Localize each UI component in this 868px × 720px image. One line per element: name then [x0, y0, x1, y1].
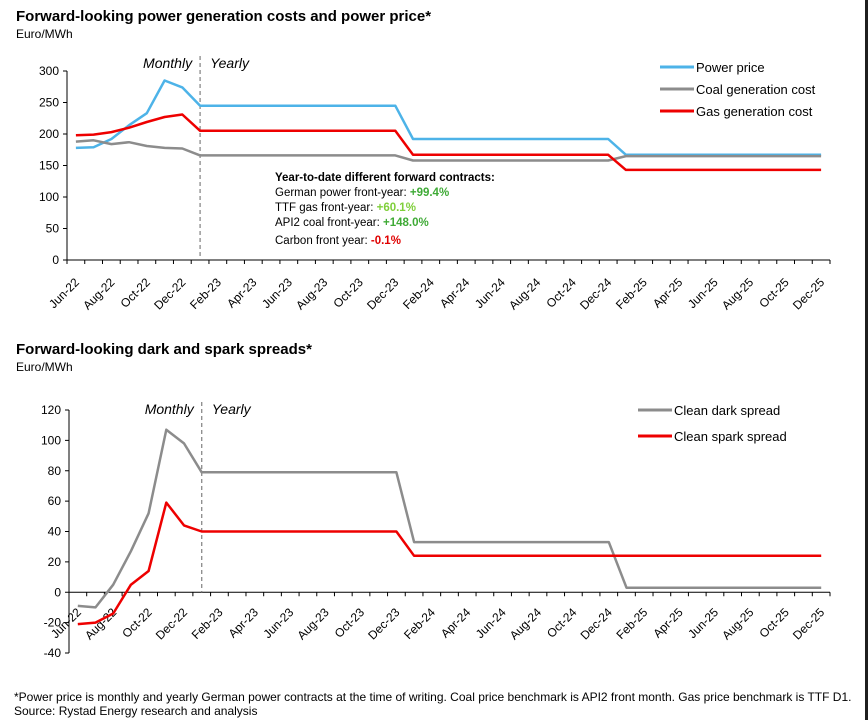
x-tick-label: Apr-23 — [224, 275, 260, 311]
x-tick-label: Apr-23 — [226, 605, 262, 641]
legend-label-1: Clean dark spread — [674, 403, 780, 418]
x-tick-label: Dec-23 — [364, 275, 401, 312]
legend-label-1: Power price — [696, 60, 765, 75]
series-line-3 — [75, 113, 822, 172]
x-tick-label: Apr-25 — [650, 605, 686, 641]
yearly-label: Yearly — [212, 401, 252, 417]
yearly-label: Yearly — [210, 55, 250, 71]
y-tick-label: 50 — [46, 222, 60, 236]
annotation-line: Carbon front year: -0.1% — [275, 235, 401, 247]
x-tick-label: Oct-23 — [332, 605, 368, 641]
x-tick-label: Dec-25 — [790, 275, 827, 312]
x-tick-label: Oct-25 — [757, 605, 793, 641]
x-tick-label: Dec-24 — [577, 275, 614, 312]
x-tick-label: Oct-24 — [544, 605, 580, 641]
legend-label-2: Clean spark spread — [674, 429, 787, 444]
x-tick-label: Jun-23 — [260, 605, 296, 641]
legend-label-3: Gas generation cost — [696, 104, 813, 119]
y-tick-label: 40 — [48, 525, 62, 539]
x-tick-label: Oct-24 — [543, 275, 579, 311]
monthly-label: Monthly — [145, 401, 195, 417]
x-tick-label: Jun-25 — [685, 275, 721, 311]
y-tick-label: -20 — [44, 616, 62, 630]
x-tick-label: Jun-25 — [685, 605, 721, 641]
x-tick-label: Aug-23 — [293, 275, 330, 312]
x-tick-label: Aug-25 — [719, 275, 756, 312]
monthly-label: Monthly — [143, 55, 193, 71]
chart1-unit: Euro/MWh — [16, 27, 73, 41]
window-edge — [865, 0, 868, 720]
x-tick-label: Oct-22 — [118, 275, 154, 311]
x-tick-label: Apr-24 — [437, 275, 473, 311]
y-tick-label: 0 — [54, 585, 61, 599]
x-tick-label: Feb-24 — [400, 275, 437, 312]
x-tick-label: Feb-23 — [189, 605, 226, 642]
x-tick-label: Dec-25 — [790, 605, 827, 642]
x-tick-label: Feb-24 — [401, 605, 438, 642]
x-tick-label: Jun-24 — [472, 275, 508, 311]
y-tick-label: -40 — [44, 646, 62, 660]
x-tick-label: Aug-24 — [507, 605, 544, 642]
y-tick-label: 250 — [39, 96, 59, 110]
x-tick-label: Dec-22 — [153, 605, 190, 642]
series-line-2 — [77, 501, 822, 626]
x-tick-label: Feb-23 — [187, 275, 224, 312]
series-line-1 — [77, 428, 822, 609]
x-tick-label: Feb-25 — [613, 275, 650, 312]
x-tick-label: Aug-25 — [719, 605, 756, 642]
series-line-1 — [75, 79, 822, 157]
x-tick-label: Oct-23 — [331, 275, 367, 311]
x-tick-label: Dec-24 — [578, 605, 615, 642]
y-tick-label: 80 — [48, 464, 62, 478]
annotation-line: German power front-year: +99.4% — [275, 187, 449, 199]
series-line-2 — [75, 139, 822, 162]
chart1-title: Forward-looking power generation costs a… — [16, 8, 432, 25]
x-tick-label: Dec-23 — [365, 605, 402, 642]
chart2-title: Forward-looking dark and spark spreads* — [16, 341, 312, 358]
y-tick-label: 100 — [39, 190, 59, 204]
annotation-heading: Year-to-date different forward contracts… — [275, 172, 495, 184]
y-tick-label: 100 — [41, 433, 61, 447]
y-tick-label: 60 — [48, 494, 62, 508]
annotation-line: API2 coal front-year: +148.0% — [275, 217, 429, 229]
footnote: *Power price is monthly and yearly Germa… — [14, 690, 852, 718]
y-tick-label: 20 — [48, 555, 62, 569]
x-tick-label: Jun-23 — [259, 275, 295, 311]
y-tick-label: 0 — [52, 253, 59, 267]
chart2-unit: Euro/MWh — [16, 360, 73, 374]
x-tick-label: Apr-25 — [650, 275, 686, 311]
annotation-line: TTF gas front-year: +60.1% — [275, 202, 416, 214]
y-tick-label: 200 — [39, 127, 59, 141]
legend-label-2: Coal generation cost — [696, 82, 816, 97]
x-tick-label: Aug-24 — [506, 275, 543, 312]
x-tick-label: Oct-22 — [119, 605, 155, 641]
x-tick-label: Jun-22 — [46, 275, 82, 311]
y-tick-label: 300 — [39, 64, 59, 78]
y-tick-label: 150 — [39, 159, 59, 173]
x-tick-label: Apr-24 — [438, 605, 474, 641]
y-tick-label: 120 — [41, 403, 61, 417]
x-tick-label: Aug-23 — [294, 605, 331, 642]
x-tick-label: Oct-25 — [756, 275, 792, 311]
x-tick-label: Feb-25 — [614, 605, 651, 642]
x-tick-label: Dec-22 — [151, 275, 188, 312]
x-tick-label: Aug-22 — [80, 275, 117, 312]
x-tick-label: Jun-24 — [473, 605, 509, 641]
